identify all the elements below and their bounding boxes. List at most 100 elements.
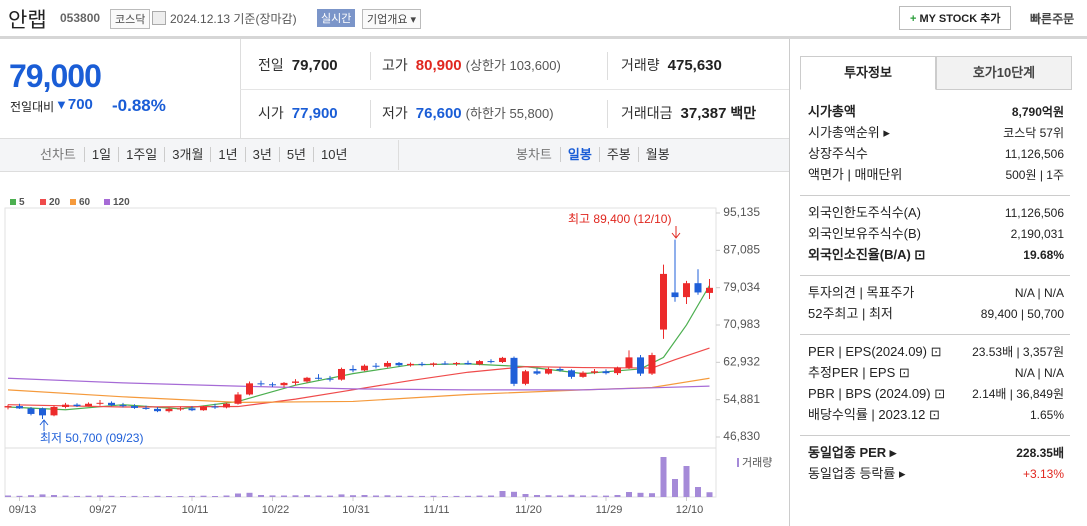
- candle-body: [177, 408, 184, 410]
- grid-sep: [607, 100, 608, 128]
- candle-body: [349, 368, 357, 371]
- candle-body: [625, 357, 633, 368]
- x-tick-label: 09/27: [89, 504, 117, 516]
- period-button[interactable]: 1주일: [118, 147, 165, 162]
- candle-body: [280, 382, 288, 386]
- volume-bar: [407, 495, 414, 497]
- period-button[interactable]: 1일: [83, 147, 119, 162]
- candle-body: [142, 407, 150, 409]
- period-button[interactable]: 월봉: [637, 147, 677, 162]
- row-label: 투자의견 | 목표주가: [808, 285, 915, 300]
- candle-body: [27, 408, 35, 414]
- quote-cell: 거래대금 37,387 백만: [621, 103, 756, 124]
- volume-bar: [373, 495, 379, 497]
- grid-sep: [240, 89, 789, 90]
- plot-frame: [4, 207, 717, 498]
- y-tick-label: 46,830: [723, 429, 760, 443]
- candle-body: [671, 292, 679, 298]
- change-label: 전일대비: [10, 100, 55, 114]
- cell-label: 저가: [382, 105, 408, 121]
- change-box: ▼700: [55, 96, 93, 113]
- candle-body: [154, 408, 161, 412]
- volume-bar: [706, 492, 713, 497]
- volume-bar: [453, 495, 460, 497]
- info-tab[interactable]: 투자정보: [800, 56, 936, 90]
- candle-body: [487, 361, 495, 363]
- quote-cell: 거래량 475,630: [621, 55, 722, 76]
- volume-bar: [281, 495, 287, 497]
- cell-value: 475,630: [667, 57, 722, 74]
- volume-bar: [108, 495, 115, 497]
- candle-body: [16, 406, 23, 409]
- row-label: 액면가 | 매매단위: [808, 167, 903, 182]
- quick-order[interactable]: 빠른주문: [1030, 12, 1075, 26]
- x-tick-label: 10/11: [182, 504, 209, 516]
- y-tick-label: 62,932: [723, 355, 760, 369]
- cell-unit: 백만: [730, 105, 757, 121]
- candle-body: [418, 363, 426, 365]
- candle-body: [39, 408, 46, 416]
- volume-bar: [396, 495, 402, 497]
- x-tick-label: 12/10: [676, 504, 704, 516]
- low-annotation: 최저 50,700 (09/23): [40, 431, 143, 445]
- row-label: PBR | BPS (2024.09) ⊡: [808, 386, 946, 401]
- quote-cell: 고가 80,900 (상한가 103,600): [382, 55, 561, 76]
- mystock-button[interactable]: + MY STOCK 추가: [899, 6, 1012, 30]
- realtime-badge[interactable]: 실시간: [317, 9, 356, 27]
- period-button[interactable]: 주봉: [598, 147, 638, 162]
- x-tick-label: 09/13: [9, 504, 37, 516]
- candle-body: [706, 287, 713, 293]
- info-row: 외국인한도주식수(A) 11,126,506: [808, 204, 1064, 222]
- cell-value: 77,900: [291, 105, 338, 122]
- grid-sep: [370, 52, 371, 80]
- row-value: N/A | N/A: [1014, 366, 1064, 380]
- volume-bar: [74, 495, 80, 497]
- volume-bar: [212, 496, 218, 497]
- volume-bar: [315, 495, 322, 497]
- candle-body: [223, 403, 230, 408]
- volume-label: 거래량: [742, 456, 772, 469]
- period-button[interactable]: 10년: [313, 147, 355, 162]
- plus-icon: +: [910, 13, 917, 25]
- candle-body: [579, 372, 587, 377]
- mystock-text: MY STOCK 추가: [919, 13, 1001, 25]
- volume-bar: [246, 492, 253, 497]
- volume-bar: [327, 495, 333, 497]
- stock-name: 안랩: [8, 9, 47, 32]
- candle-body: [165, 408, 173, 412]
- row-value: 2.14배 | 36,849원: [972, 387, 1064, 401]
- candle-body: [522, 371, 529, 384]
- volume-bar: [419, 495, 425, 497]
- period-button[interactable]: 3개월: [164, 147, 211, 162]
- candle-body: [660, 273, 667, 330]
- period-button[interactable]: 3년: [244, 147, 279, 162]
- volume-bar: [534, 495, 540, 497]
- candle-body: [96, 402, 104, 404]
- cell-label: 고가: [382, 57, 408, 73]
- x-tick-label: 10/31: [342, 504, 370, 516]
- company-info-dropdown[interactable]: 기업개요 ▾: [362, 9, 422, 29]
- volume-bar: [580, 495, 586, 497]
- row-value: 2,190,031: [1010, 227, 1064, 241]
- candle-body: [591, 371, 598, 373]
- period-button[interactable]: 5년: [278, 147, 314, 162]
- candle-body: [614, 367, 621, 374]
- change-value: 700: [67, 96, 93, 113]
- row-label: 추정PER | EPS ⊡: [808, 365, 910, 380]
- volume-bar: [269, 495, 276, 497]
- high-annotation: 최고 89,400 (12/10): [568, 212, 671, 226]
- volume-bar: [672, 479, 678, 497]
- cell-note: (상한가 103,600): [465, 58, 561, 73]
- candle-body: [407, 363, 414, 366]
- legend-swatch: [104, 199, 110, 205]
- stock-code: 053800: [60, 11, 101, 25]
- row-value: 19.68%: [1023, 248, 1064, 262]
- volume-bar: [350, 495, 356, 497]
- current-price: 79,000: [9, 58, 102, 94]
- info-tab[interactable]: 호가10단계: [936, 56, 1072, 90]
- volume-bar: [97, 495, 103, 497]
- period-button[interactable]: 1년: [210, 147, 245, 162]
- line-chart-periods: 선차트 1일 1주일 3개월 1년 3년 5년 10년: [40, 145, 355, 165]
- period-button[interactable]: 일봉: [559, 147, 599, 162]
- volume-icon: [737, 458, 739, 467]
